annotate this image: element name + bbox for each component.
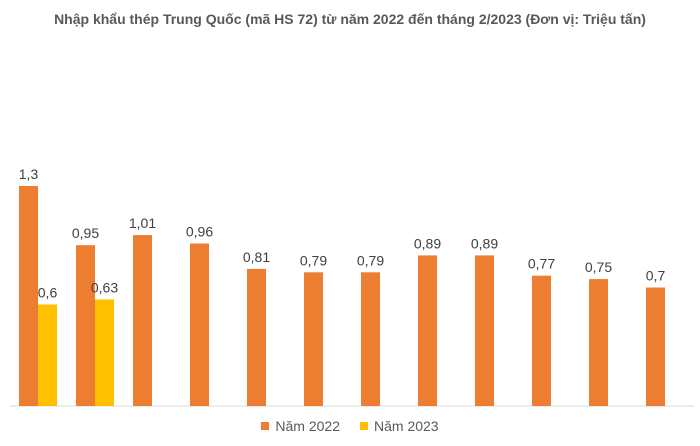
bar-2022-3 [133, 235, 152, 406]
legend-swatch-2023 [360, 422, 368, 430]
bar-2022-12 [646, 287, 665, 406]
data-label-2022-3: 1,01 [129, 215, 156, 231]
legend-item-2023: Năm 2023 [360, 418, 439, 434]
data-label-2022-8: 0,89 [414, 235, 441, 251]
data-label-2022-12: 0,7 [646, 268, 666, 284]
data-label-2023-1: 0,6 [38, 285, 58, 301]
data-label-2022-1: 1,3 [19, 166, 39, 182]
bars-group [19, 186, 665, 406]
data-label-2022-4: 0,96 [186, 224, 213, 240]
legend-label-2022: Năm 2022 [275, 418, 340, 434]
bar-2022-6 [304, 272, 323, 406]
bar-2022-1 [19, 186, 38, 406]
bar-2022-7 [361, 272, 380, 406]
bar-2022-5 [247, 268, 266, 406]
bar-2022-8 [418, 255, 437, 406]
data-label-2022-6: 0,79 [300, 252, 327, 268]
data-label-2022-11: 0,75 [585, 259, 612, 275]
bar-2022-9 [475, 255, 494, 406]
bar-2022-11 [589, 279, 608, 406]
legend: Năm 2022 Năm 2023 [0, 418, 700, 434]
legend-label-2023: Năm 2023 [374, 418, 439, 434]
bar-2023-2 [95, 299, 114, 406]
data-labels-group: 1,3 0,6 0,95 0,63 1,01 0,96 0,81 0,79 0,79 0,89 0,… [19, 166, 666, 301]
data-label-2023-2: 0,63 [91, 279, 118, 295]
data-label-2022-9: 0,89 [471, 235, 498, 251]
bar-2022-10 [532, 275, 551, 406]
bar-2023-1 [38, 304, 57, 406]
bar-2022-2 [76, 245, 95, 406]
data-label-2022-2: 0,95 [72, 225, 99, 241]
chart-title: Nhập khẩu thép Trung Quốc (mã HS 72) từ … [54, 11, 646, 27]
data-label-2022-10: 0,77 [528, 256, 555, 272]
data-label-2022-7: 0,79 [357, 252, 384, 268]
data-label-2022-5: 0,81 [243, 249, 270, 265]
legend-item-2022: Năm 2022 [261, 418, 340, 434]
legend-swatch-2022 [261, 422, 270, 430]
bar-2022-4 [190, 243, 209, 406]
